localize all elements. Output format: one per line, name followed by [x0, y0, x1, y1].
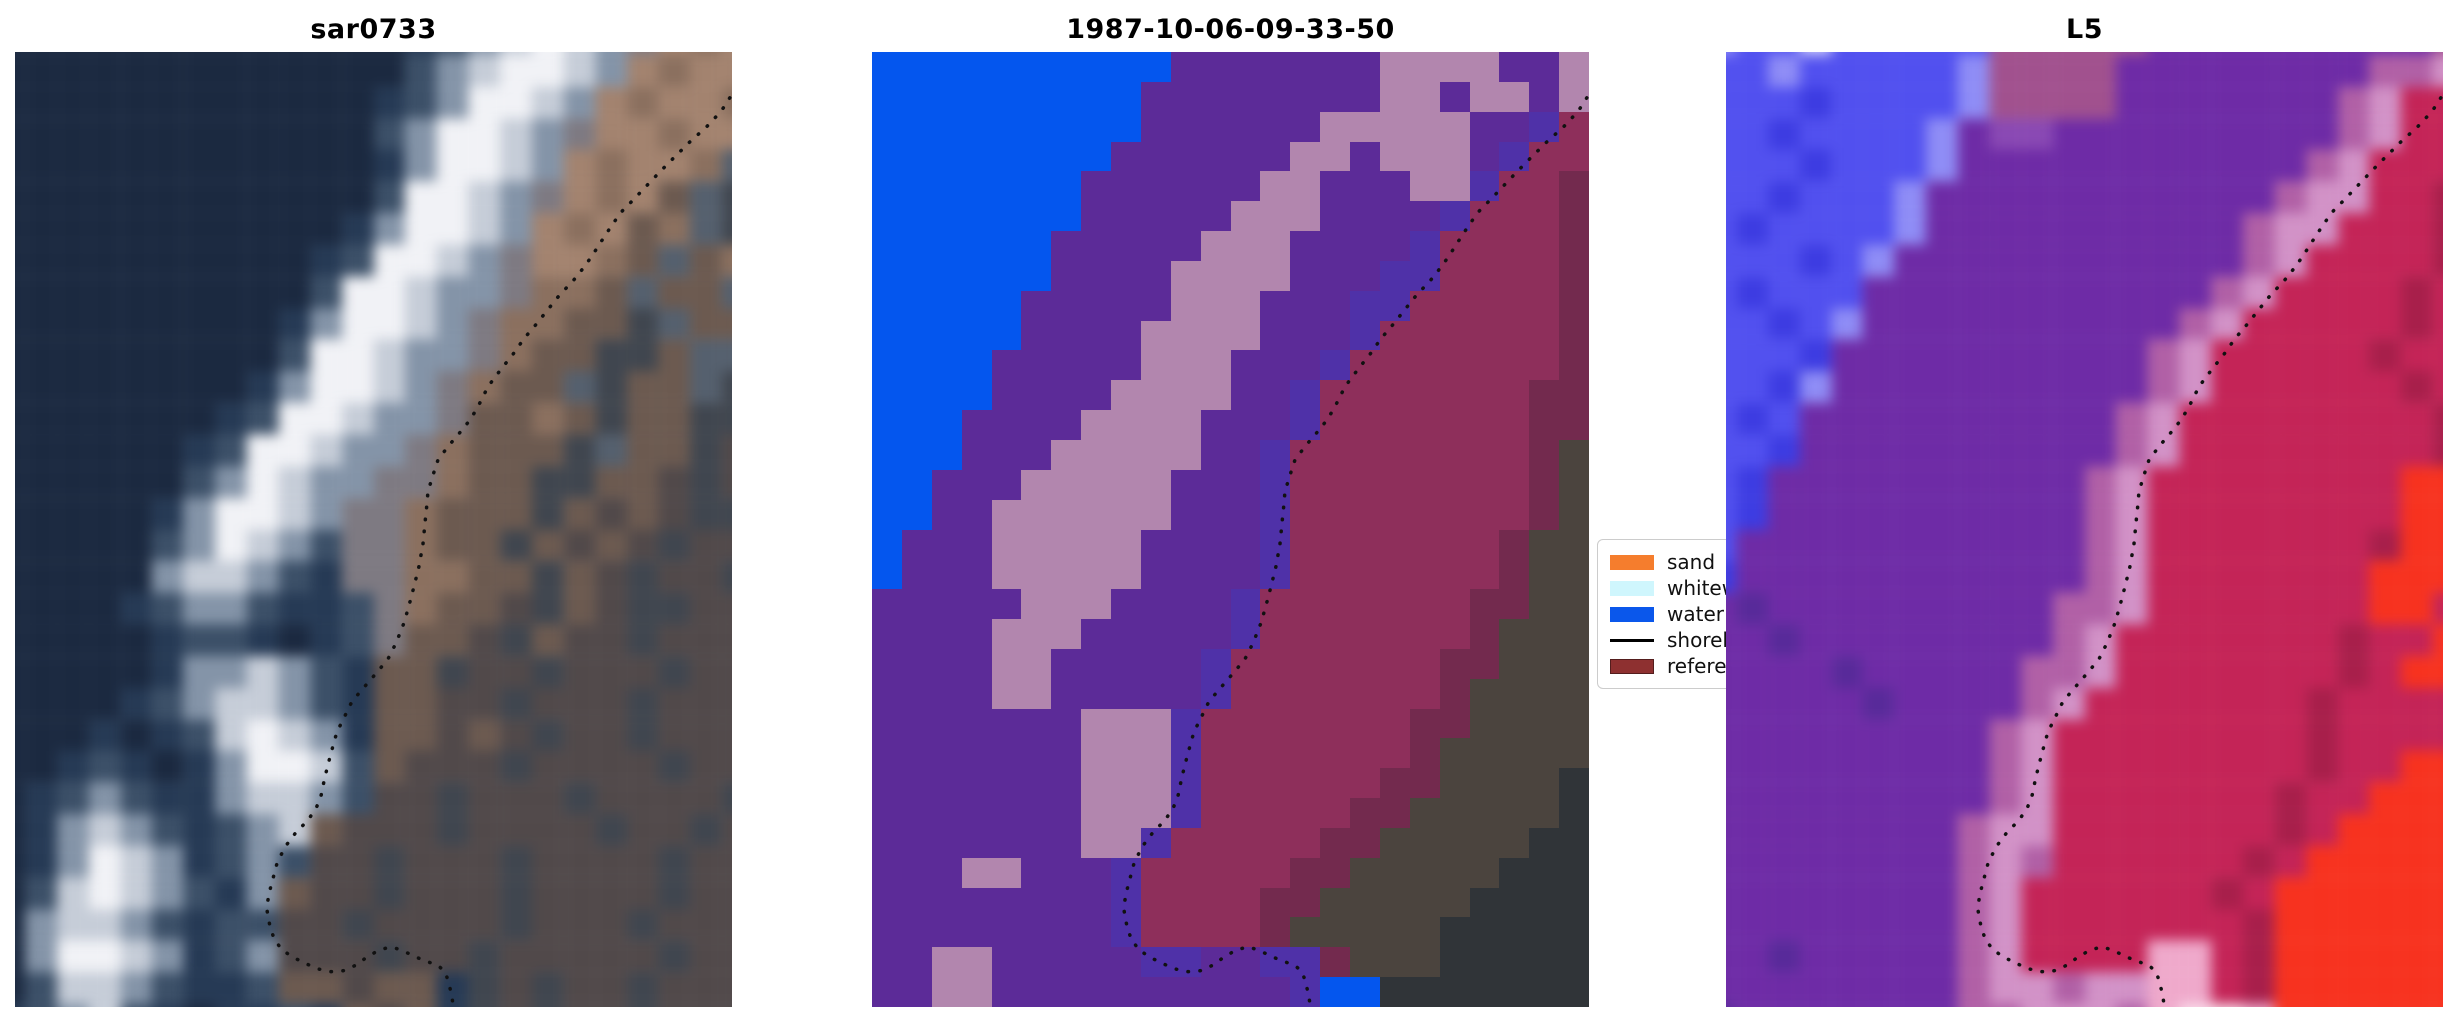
- panel-classified-image: [872, 52, 1589, 1007]
- panel-l5-image: [1726, 52, 2443, 1007]
- legend-label: water: [1667, 602, 1724, 626]
- legend-swatch-whitewater: [1610, 580, 1654, 596]
- classified-pixels: [872, 52, 1589, 1007]
- shoreline-dotted-line: [1975, 96, 2443, 1007]
- shoreline-dotted-line: [1121, 96, 1589, 1007]
- legend-swatch-shoreline: [1610, 633, 1654, 648]
- l5-pixels: [1726, 52, 2443, 1007]
- sar0733-pixels: [15, 52, 732, 1007]
- panel-title-sar0733: sar0733: [310, 14, 437, 45]
- panel-title-l5: L5: [2066, 14, 2103, 45]
- legend-item-water: water: [1610, 601, 1779, 627]
- panel-title-classified-date: 1987-10-06-09-33-50: [1066, 14, 1395, 45]
- panel-sar0733-image: [15, 52, 732, 1007]
- legend-swatch-reference: [1610, 658, 1654, 674]
- shoreline-dotted-line: [264, 96, 732, 1007]
- legend-swatch-water: [1610, 606, 1654, 622]
- legend-swatch-sand: [1610, 554, 1654, 570]
- legend-label: sand: [1667, 550, 1716, 574]
- legend-item-sand: sand: [1610, 549, 1779, 575]
